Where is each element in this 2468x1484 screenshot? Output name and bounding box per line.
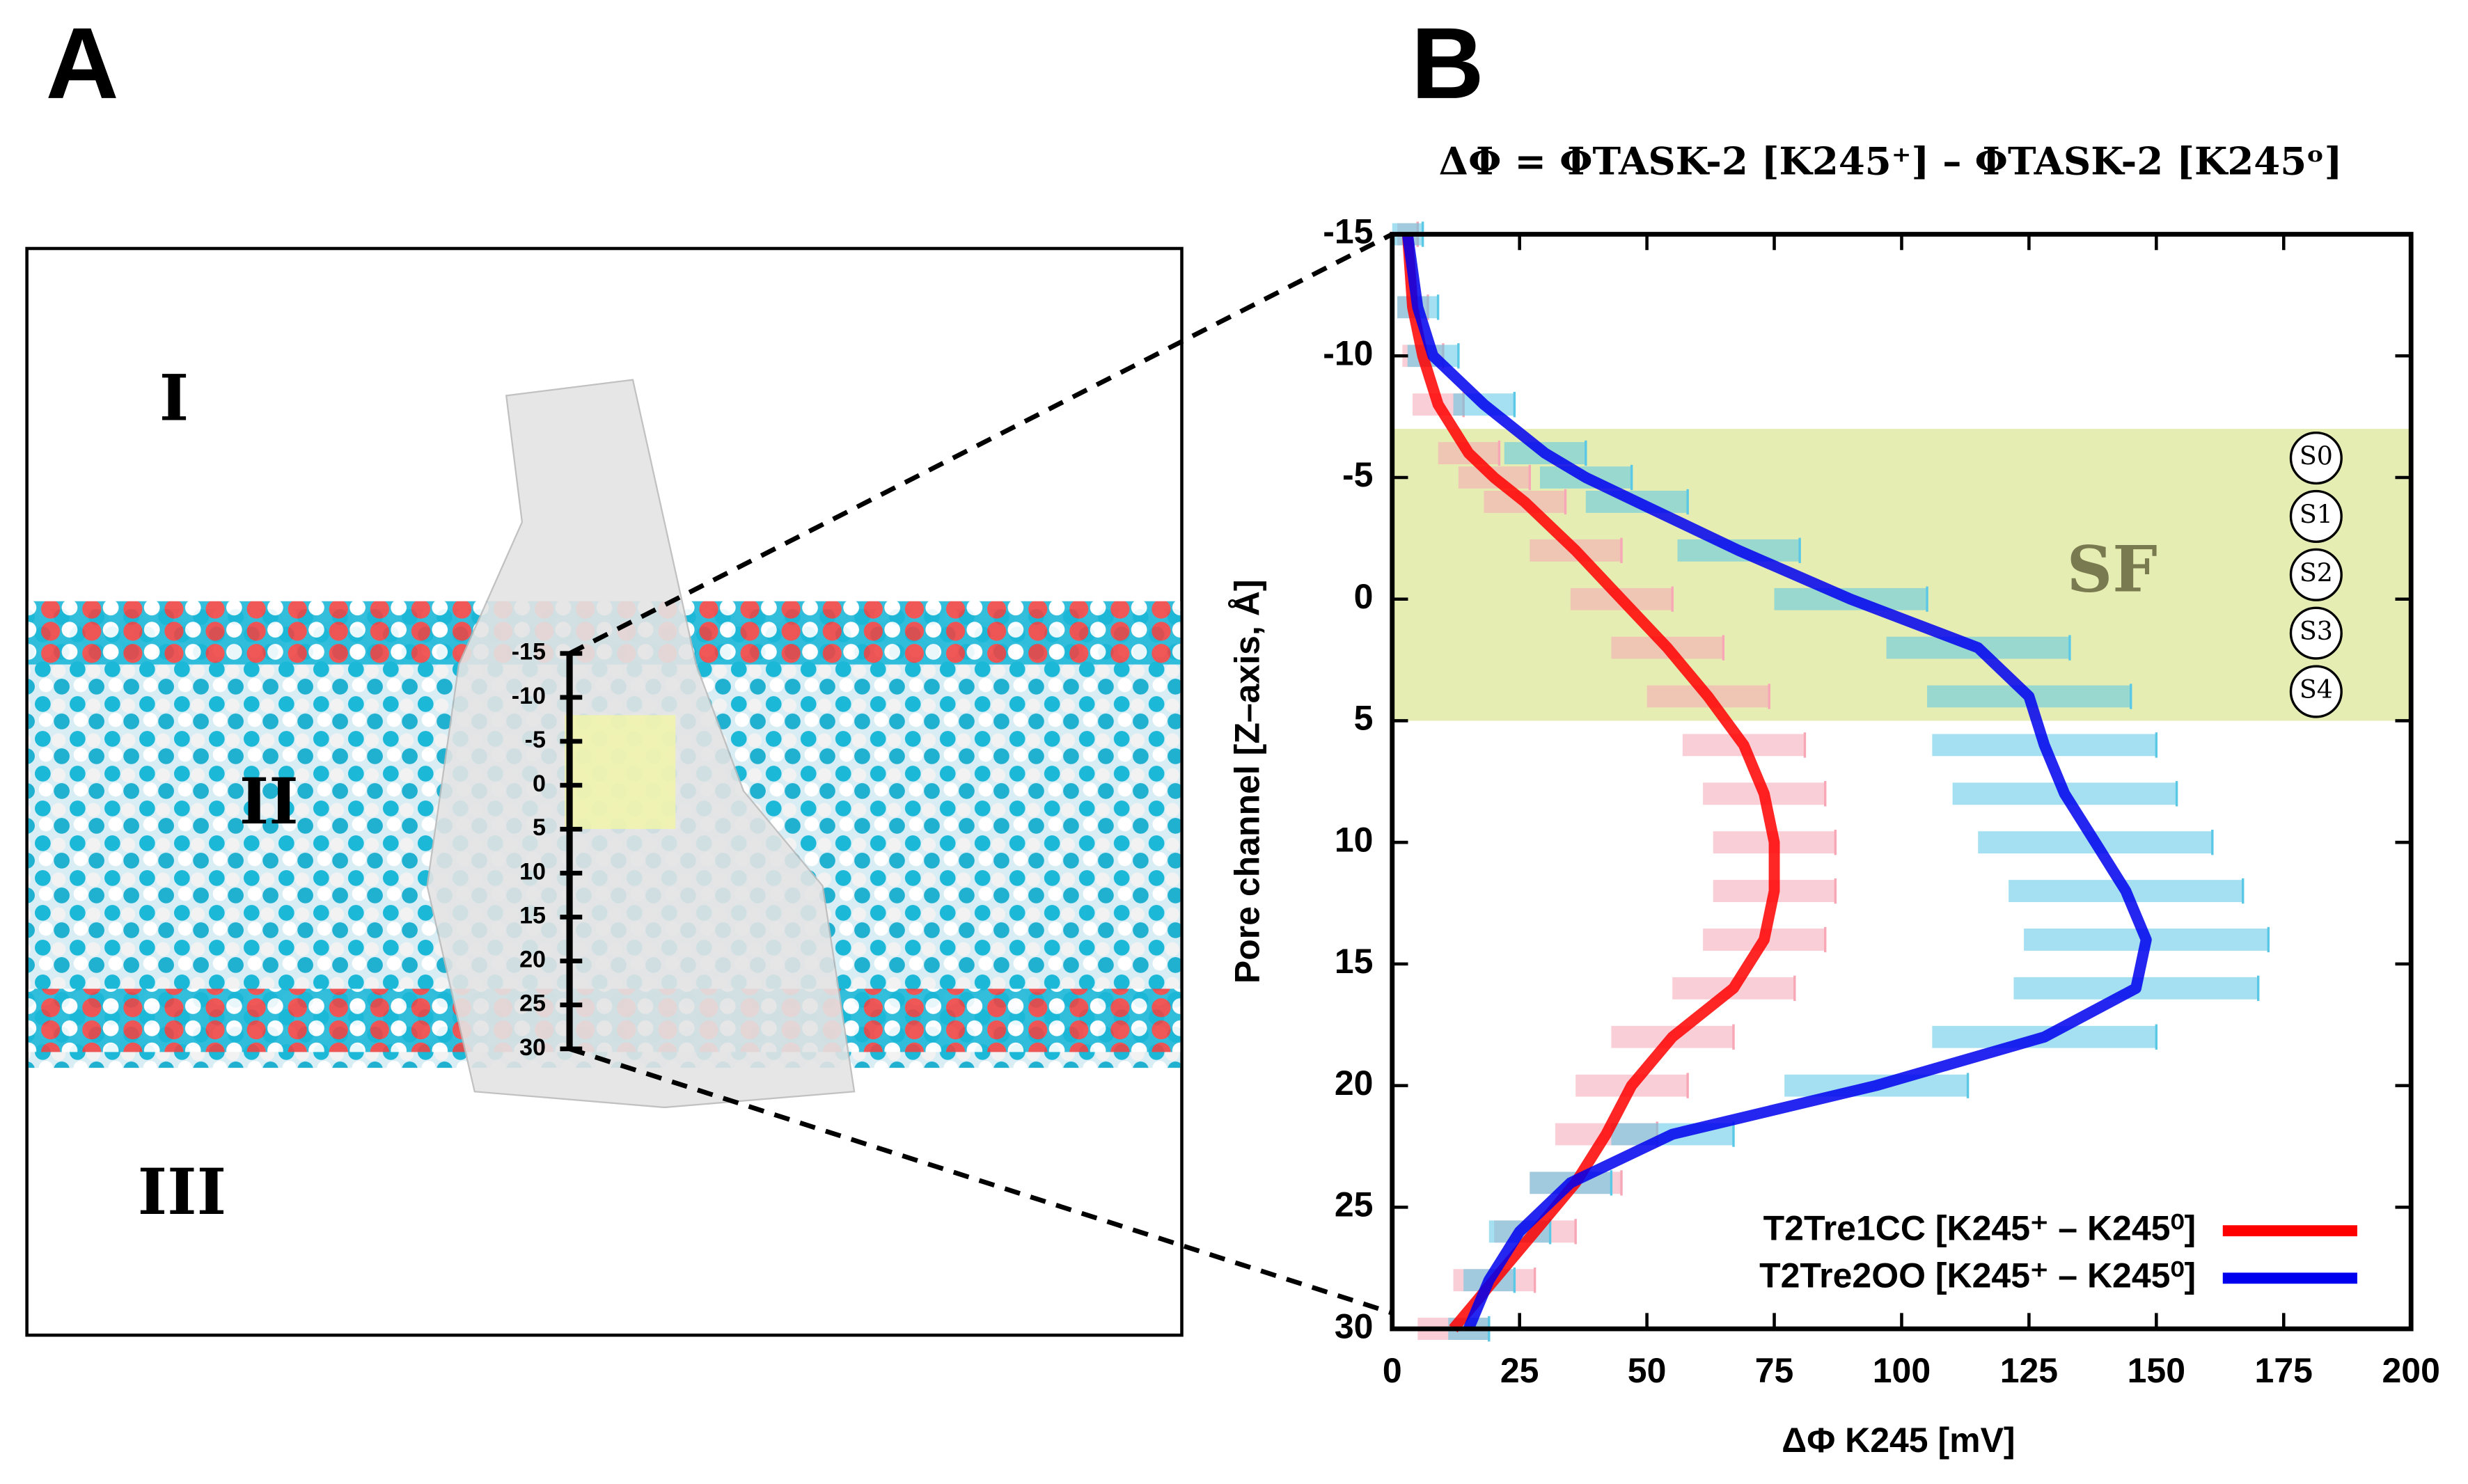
region-label: I <box>159 361 189 435</box>
series-line <box>1401 233 1780 1333</box>
y-tick-label: -15 <box>1323 212 1373 251</box>
region-label: SF <box>2067 532 2157 606</box>
site-marker <box>2289 489 2343 543</box>
y-tick-label: -10 <box>1323 333 1373 372</box>
legend-label: T2Tre2OO [K245⁺ – K245⁰] <box>1759 1256 2196 1295</box>
chart-title: ΔΦ = ΦTASK-2 [K245⁺] – ΦTASK-2 [K245ᵒ] <box>1439 139 2343 184</box>
scale-label: -10 <box>512 683 546 709</box>
y-axis-label: Pore channel [Z–axis, Å] <box>1227 580 1266 984</box>
scale-label: 30 <box>519 1034 546 1061</box>
scale-label: 15 <box>519 902 546 929</box>
panel-b: B ΔΦ = ΦTASK-2 [K245⁺] – ΦTASK-2 [K245ᵒ]… <box>1227 6 2439 1460</box>
site-marker <box>2289 548 2343 601</box>
legend-label: T2Tre1CC [K245⁺ – K245⁰] <box>1763 1208 2196 1247</box>
x-tick-label: 0 <box>1383 1351 1402 1390</box>
scale-label: -15 <box>512 639 546 665</box>
site-marker <box>2289 606 2343 660</box>
plot-frame <box>1390 232 2414 1332</box>
x-axis-label: ΔΦ K245 [mV] <box>1782 1421 2015 1460</box>
site-marker <box>2289 665 2343 718</box>
panel-label: B <box>1411 6 1484 120</box>
region-label: II <box>239 765 299 839</box>
zoom-line <box>569 1046 1393 1316</box>
x-tick-label: 125 <box>2000 1351 2058 1390</box>
region-label: III <box>138 1155 227 1229</box>
scale-label: 5 <box>533 814 546 841</box>
x-tick-label: 75 <box>1755 1351 1794 1390</box>
sf-box <box>565 715 676 829</box>
site-marker <box>2289 431 2343 485</box>
panel-a: A I II III -15 -10 -5 0 5 10 15 20 25 30 <box>25 6 1394 1337</box>
series-line <box>1401 233 2152 1332</box>
x-tick-label: 100 <box>1873 1351 1931 1390</box>
x-tick-label: 200 <box>2382 1351 2439 1390</box>
x-tick-label: 50 <box>1628 1351 1667 1390</box>
y-tick-label: 25 <box>1335 1185 1374 1224</box>
x-tick-label: 150 <box>2128 1351 2185 1390</box>
x-tick-label: 175 <box>2255 1351 2313 1390</box>
y-tick-label: 0 <box>1354 577 1374 616</box>
site-label: S3 <box>2300 616 2333 646</box>
scale-label: -5 <box>525 727 546 753</box>
scale-label: 10 <box>519 858 546 885</box>
x-tick-label: 25 <box>1500 1351 1539 1390</box>
y-tick-label: 20 <box>1335 1064 1374 1103</box>
y-tick-label: -5 <box>1342 455 1373 494</box>
panel-label: A <box>46 6 119 120</box>
scale-label: 20 <box>519 947 546 973</box>
y-tick-label: 15 <box>1335 942 1374 981</box>
y-tick-label: 10 <box>1335 820 1374 859</box>
scale-label: 0 <box>533 771 546 797</box>
zoom-line <box>568 232 1394 656</box>
site-label: S2 <box>2300 558 2333 587</box>
y-tick-label: 30 <box>1335 1307 1374 1345</box>
site-label: S4 <box>2300 674 2333 704</box>
site-label: S1 <box>2300 499 2333 529</box>
y-tick-label: 5 <box>1354 699 1374 738</box>
scale-label: 25 <box>519 990 546 1017</box>
site-label: S0 <box>2300 441 2333 471</box>
